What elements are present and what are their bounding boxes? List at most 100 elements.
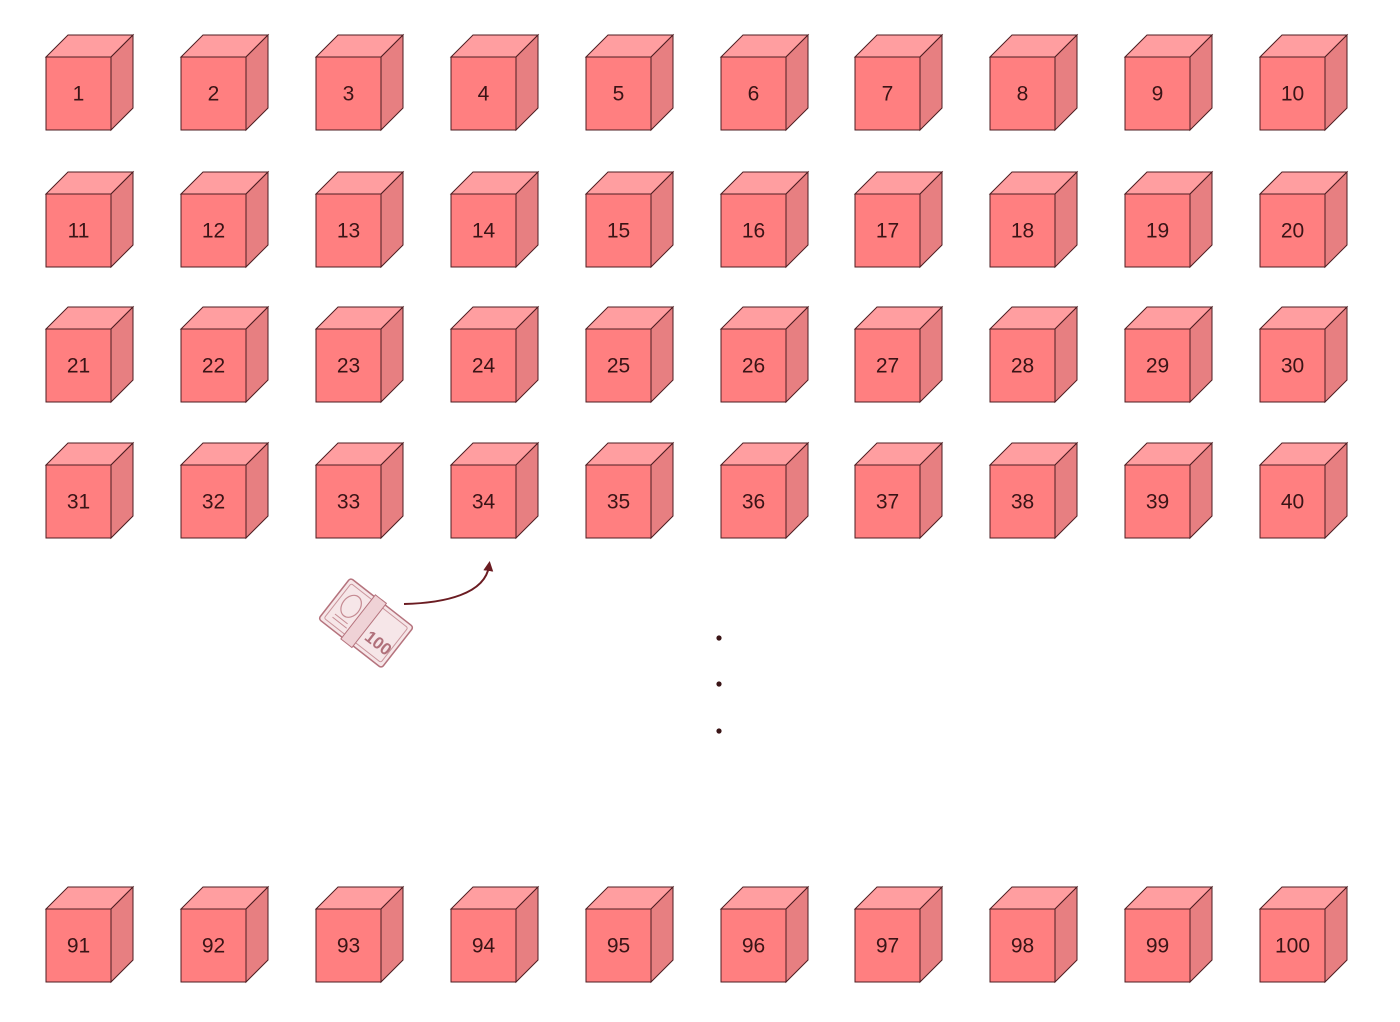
box-front-face [854,193,921,268]
box-98: 98 [988,885,1079,984]
box-label: 10 [1281,83,1304,106]
box-18: 18 [988,170,1079,269]
box-front-face [1124,56,1191,131]
box-front-face [45,56,112,131]
box-front-face [450,56,517,131]
box-front-face [854,908,921,983]
box-label: 28 [1011,355,1034,378]
box-label: 26 [742,355,765,378]
box-front-face [720,328,787,403]
box-17: 17 [853,170,944,269]
box-front-face [180,328,247,403]
box-front-face [1259,56,1326,131]
box-13: 13 [314,170,405,269]
box-front-face [1124,328,1191,403]
box-label: 14 [472,220,496,243]
box-label: 27 [876,355,899,378]
box-label: 7 [882,83,894,106]
box-label: 9 [1152,83,1164,106]
box-23: 23 [314,305,405,404]
box-3: 3 [314,33,405,132]
box-28: 28 [988,305,1079,404]
box-front-face [1124,908,1191,983]
box-100: 100 [1258,885,1349,984]
box-front-face [450,908,517,983]
box-5: 5 [584,33,675,132]
box-label: 36 [742,491,765,514]
box-19: 19 [1123,170,1214,269]
box-label: 99 [1146,935,1169,958]
box-front-face [720,193,787,268]
box-label: 39 [1146,491,1169,514]
box-front-face [585,908,652,983]
box-front-face [450,464,517,539]
box-front-face [720,464,787,539]
box-front-face [315,56,382,131]
box-39: 39 [1123,441,1214,540]
box-label: 11 [68,220,90,243]
box-label: 22 [202,355,225,378]
box-label: 93 [337,935,360,958]
box-24: 24 [449,305,540,404]
box-front-face [1124,464,1191,539]
box-front-face [315,328,382,403]
box-40: 40 [1258,441,1349,540]
box-92: 92 [179,885,270,984]
box-2: 2 [179,33,270,132]
box-front-face [989,193,1056,268]
box-15: 15 [584,170,675,269]
box-94: 94 [449,885,540,984]
box-label: 96 [742,935,765,958]
box-front-face [450,328,517,403]
box-front-face [989,464,1056,539]
box-93: 93 [314,885,405,984]
box-front-face [1259,464,1326,539]
box-front-face [989,328,1056,403]
box-9: 9 [1123,33,1214,132]
box-6: 6 [719,33,810,132]
box-25: 25 [584,305,675,404]
box-label: 40 [1281,491,1304,514]
box-label: 94 [472,935,496,958]
box-front-face [1259,908,1326,983]
box-20: 20 [1258,170,1349,269]
box-front-face [585,464,652,539]
box-front-face [585,328,652,403]
box-label: 2 [208,83,220,106]
box-label: 35 [607,491,630,514]
box-7: 7 [853,33,944,132]
box-front-face [450,193,517,268]
box-95: 95 [584,885,675,984]
box-label: 21 [67,355,90,378]
box-front-face [180,56,247,131]
box-10: 10 [1258,33,1349,132]
box-label: 24 [472,355,496,378]
box-front-face [854,56,921,131]
money-bundle-icon: 100 [318,578,414,668]
box-front-face [180,464,247,539]
box-label: 91 [67,935,90,958]
box-front-face [1124,193,1191,268]
box-label: 16 [742,220,765,243]
box-8: 8 [988,33,1079,132]
box-label: 3 [343,83,355,106]
box-35: 35 [584,441,675,540]
box-91: 91 [44,885,135,984]
transfer-arrow [403,561,494,605]
box-37: 37 [853,441,944,540]
box-label: 100 [1275,935,1310,958]
box-label: 8 [1017,83,1029,106]
box-label: 17 [876,220,899,243]
box-front-face [720,56,787,131]
box-front-face [720,908,787,983]
box-label: 29 [1146,355,1169,378]
box-label: 6 [748,83,760,106]
ellipsis-dot [716,728,722,734]
box-front-face [45,464,112,539]
box-front-face [1259,328,1326,403]
box-front-face [315,908,382,983]
box-26: 26 [719,305,810,404]
box-33: 33 [314,441,405,540]
box-front-face [180,193,247,268]
